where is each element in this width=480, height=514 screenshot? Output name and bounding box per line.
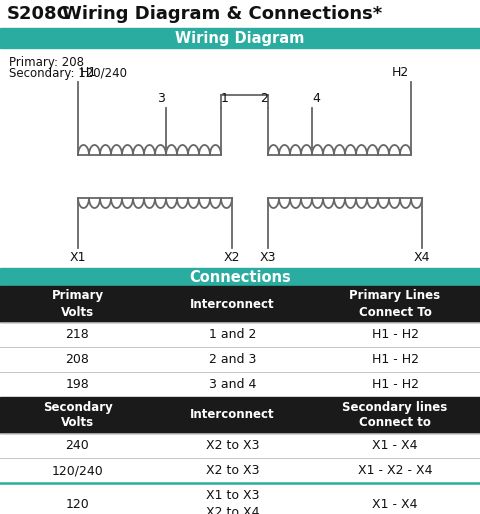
Text: H1: H1	[80, 66, 97, 79]
Text: 208: 208	[66, 353, 89, 366]
Text: 240: 240	[66, 439, 89, 452]
Text: Primary Lines
Connect To: Primary Lines Connect To	[349, 289, 441, 319]
Text: H1 - H2: H1 - H2	[372, 328, 419, 341]
Text: Primary
Volts: Primary Volts	[51, 289, 104, 319]
Text: X2 to X3: X2 to X3	[206, 439, 259, 452]
Bar	[0, 458, 480, 483]
Text: 4: 4	[312, 92, 320, 105]
Text: Secondary: 120/240: Secondary: 120/240	[9, 67, 127, 80]
Text: H1 - H2: H1 - H2	[372, 353, 419, 366]
Bar	[0, 268, 480, 286]
Text: 1 and 2: 1 and 2	[209, 328, 256, 341]
Bar	[0, 286, 480, 322]
Text: S208C: S208C	[7, 5, 71, 23]
Text: 3 and 4: 3 and 4	[209, 378, 256, 391]
Text: X1 to X3
X2 to X4: X1 to X3 X2 to X4	[206, 489, 259, 514]
Bar	[0, 347, 480, 372]
Text: Secondary lines
Connect to: Secondary lines Connect to	[342, 400, 448, 430]
Text: Interconnect: Interconnect	[190, 409, 275, 421]
Text: Wiring Diagram & Connections*: Wiring Diagram & Connections*	[62, 5, 382, 23]
Text: 120: 120	[66, 498, 89, 511]
Text: X3: X3	[260, 251, 276, 264]
Bar	[0, 483, 480, 514]
Bar	[0, 397, 480, 433]
Text: X1: X1	[70, 251, 86, 264]
Text: 1: 1	[221, 92, 229, 105]
Text: H1 - H2: H1 - H2	[372, 378, 419, 391]
Text: Secondary
Volts: Secondary Volts	[43, 400, 112, 430]
Text: X1 - X2 - X4: X1 - X2 - X4	[358, 464, 432, 477]
Bar	[0, 28, 480, 48]
Text: 2 and 3: 2 and 3	[209, 353, 256, 366]
Text: Connections: Connections	[189, 269, 291, 285]
Text: Interconnect: Interconnect	[190, 298, 275, 310]
Text: H2: H2	[392, 66, 409, 79]
Bar	[0, 372, 480, 397]
Text: X1 - X4: X1 - X4	[372, 439, 418, 452]
Text: Primary: 208: Primary: 208	[9, 56, 84, 69]
Text: X2: X2	[224, 251, 240, 264]
Text: X4: X4	[414, 251, 430, 264]
Text: Wiring Diagram: Wiring Diagram	[175, 30, 305, 46]
Text: 218: 218	[66, 328, 89, 341]
Text: 2: 2	[260, 92, 268, 105]
Bar	[0, 433, 480, 458]
Bar	[0, 322, 480, 347]
Text: X2 to X3: X2 to X3	[206, 464, 259, 477]
Text: X1 - X4: X1 - X4	[372, 498, 418, 511]
Text: 198: 198	[66, 378, 89, 391]
Text: 120/240: 120/240	[52, 464, 103, 477]
Text: 3: 3	[157, 92, 165, 105]
